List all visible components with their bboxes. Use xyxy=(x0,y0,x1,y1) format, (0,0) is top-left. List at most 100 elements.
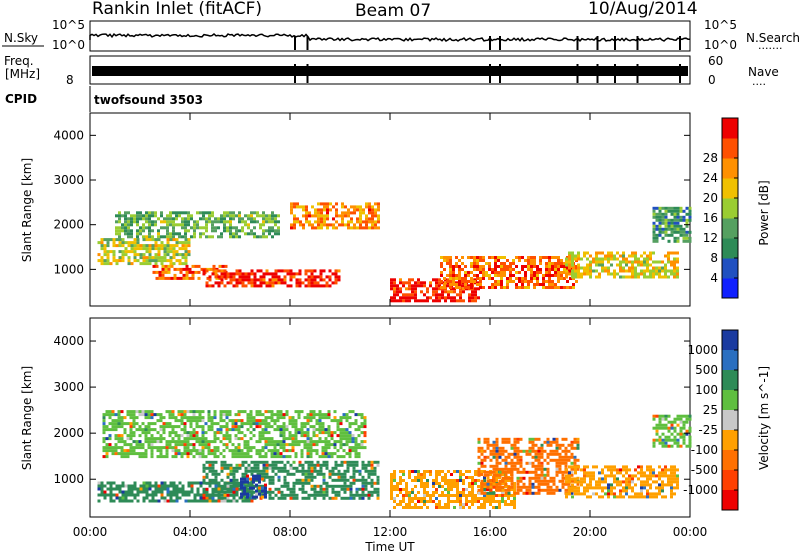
heatmap-cell xyxy=(337,269,341,273)
heatmap-cell xyxy=(198,455,202,459)
heatmap-cell xyxy=(616,483,619,487)
heatmap-cell xyxy=(676,444,680,448)
heatmap-cell xyxy=(223,493,227,497)
heatmap-cell xyxy=(495,479,498,482)
heatmap-cell xyxy=(124,241,128,245)
heatmap-cell xyxy=(145,217,148,221)
heatmap-cell xyxy=(570,452,574,456)
heatmap-cell xyxy=(515,256,518,259)
heatmap-cell xyxy=(530,268,533,271)
heatmap-cell xyxy=(166,490,170,494)
heatmap-cell xyxy=(259,235,262,239)
heatmap-cell xyxy=(109,490,113,494)
heatmap-cell xyxy=(537,452,541,456)
heatmap-cell xyxy=(237,437,241,441)
heatmap-cell xyxy=(148,235,151,239)
heatmap-cell xyxy=(144,449,148,453)
heatmap-cell xyxy=(670,468,673,472)
heatmap-cell xyxy=(341,220,344,224)
heatmap-cell xyxy=(171,428,175,432)
heatmap-cell xyxy=(548,286,551,289)
heatmap-cell xyxy=(213,452,217,456)
heatmap-cell xyxy=(565,257,568,261)
heatmap-cell xyxy=(337,469,341,473)
heatmap-cell xyxy=(216,437,220,441)
heatmap-cell xyxy=(331,496,335,500)
heatmap-cell xyxy=(473,274,476,277)
heatmap-cell xyxy=(298,281,302,285)
heatmap-cell xyxy=(133,214,136,218)
heatmap-cell xyxy=(195,416,199,420)
heatmap-cell xyxy=(560,262,563,265)
heatmap-cell xyxy=(274,275,278,279)
heatmap-cell xyxy=(183,428,187,432)
heatmap-cell xyxy=(100,256,104,260)
heatmap-cell xyxy=(100,259,104,263)
heatmap-cell xyxy=(145,481,149,485)
heatmap-cell xyxy=(670,474,673,478)
heatmap-cell xyxy=(283,478,287,482)
heatmap-cell xyxy=(168,425,172,429)
heatmap-cell xyxy=(495,494,498,497)
heatmap-cell xyxy=(456,494,459,497)
heatmap-cell xyxy=(634,254,637,258)
heatmap-cell xyxy=(483,437,487,441)
heatmap-cell xyxy=(440,274,443,277)
heatmap-cell xyxy=(124,211,127,215)
heatmap-cell xyxy=(488,277,491,280)
heatmap-cell xyxy=(595,486,598,490)
heatmap-cell xyxy=(111,446,115,450)
heatmap-cell xyxy=(507,485,511,489)
heatmap-cell xyxy=(554,274,557,277)
heatmap-cell xyxy=(456,470,459,473)
heatmap-cell xyxy=(549,488,553,492)
heatmap-cell xyxy=(100,238,104,242)
heatmap-cell xyxy=(339,422,343,426)
heatmap-cell xyxy=(360,422,364,426)
heatmap-cell xyxy=(503,286,506,289)
heatmap-cell xyxy=(408,281,411,285)
heatmap-cell xyxy=(607,251,610,255)
heatmap-cell xyxy=(186,446,190,450)
heatmap-cell xyxy=(482,274,485,277)
heatmap-cell xyxy=(376,490,380,494)
heatmap-cell xyxy=(435,278,438,282)
heatmap-cell xyxy=(399,479,402,482)
heatmap-cell xyxy=(252,477,255,481)
heatmap-cell xyxy=(165,410,169,414)
heatmap-cell xyxy=(130,244,134,248)
heatmap-cell xyxy=(126,410,130,414)
heatmap-cell xyxy=(184,259,188,263)
heatmap-cell xyxy=(249,449,253,453)
heatmap-cell xyxy=(604,477,607,481)
heatmap-cell xyxy=(183,416,187,420)
heatmap-cell xyxy=(646,474,649,478)
heatmap-cell xyxy=(250,278,254,282)
heatmap-cell xyxy=(655,426,659,430)
heatmap-cell xyxy=(530,280,533,283)
heatmap-cell xyxy=(462,494,465,497)
heatmap-cell xyxy=(289,472,293,476)
heatmap-cell xyxy=(309,455,313,459)
heatmap-cell xyxy=(232,493,236,497)
heatmap-cell xyxy=(133,484,137,488)
heatmap-cell xyxy=(252,480,255,484)
heatmap-cell xyxy=(165,455,169,459)
heatmap-cell xyxy=(450,296,453,300)
heatmap-cell xyxy=(646,483,649,487)
heatmap-cell xyxy=(336,455,340,459)
heatmap-cell xyxy=(250,472,254,476)
heatmap-cell xyxy=(147,431,151,435)
heatmap-cell xyxy=(417,506,420,509)
heatmap-cell xyxy=(476,256,479,259)
heatmap-cell xyxy=(265,220,268,224)
heatmap-cell xyxy=(377,205,380,209)
heatmap-cell xyxy=(470,283,473,286)
data-region xyxy=(290,202,380,230)
heatmap-cell xyxy=(276,425,280,429)
heatmap-cell xyxy=(237,425,241,429)
heatmap-cell xyxy=(569,286,572,289)
heatmap-cell xyxy=(148,247,152,251)
heatmap-cell xyxy=(268,284,272,288)
heatmap-cell xyxy=(172,262,176,266)
